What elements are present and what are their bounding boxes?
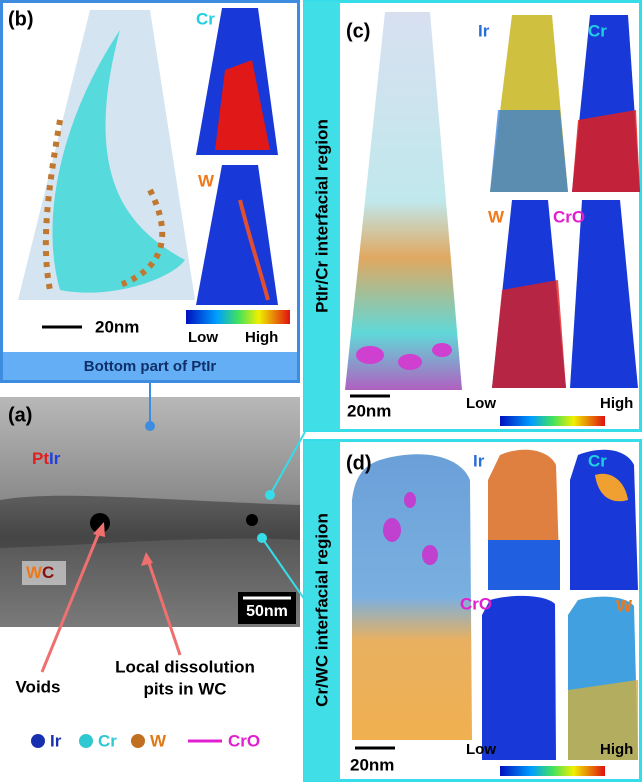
map-cr [570, 450, 638, 590]
map-cro [482, 596, 556, 760]
map-label: Cr [588, 21, 607, 40]
annotation: pits in WC [143, 679, 226, 698]
legend-swatch [131, 734, 145, 748]
map-label: CrO [460, 594, 492, 613]
figure: (b) 20nm Cr W Low High Bottom part of Pt… [0, 0, 642, 782]
phase-label: PtIr [32, 449, 61, 468]
connector-dot [145, 421, 155, 431]
map-hot [572, 110, 640, 192]
connector-dot [265, 490, 275, 500]
colorbar-high: High [245, 329, 278, 346]
map-label: W [198, 171, 215, 190]
colorbar [186, 310, 290, 324]
phase-c: C [42, 563, 54, 582]
phase-ir: Ir [49, 449, 61, 468]
cro-particle [422, 545, 438, 565]
colorbar-low: Low [466, 395, 496, 412]
map-label: Ir [478, 21, 490, 40]
map-label: W [488, 207, 505, 226]
scale-label: 20nm [347, 401, 391, 420]
cro-particle [432, 343, 452, 357]
phase-label: WC [26, 563, 54, 582]
caption: Bottom part of PtIr [84, 358, 217, 375]
map-label: CrO [553, 207, 585, 226]
map-label: Cr [196, 9, 215, 28]
void [246, 514, 258, 526]
legend-label: Cr [98, 731, 117, 750]
panel-label: (b) [8, 8, 34, 30]
cro-particle [383, 518, 401, 542]
side-title: PtIr/Cr interfacial region [312, 119, 331, 313]
scale-label: 20nm [350, 755, 394, 774]
cro-particle [404, 492, 416, 508]
page: (b) 20nm Cr W Low High Bottom part of Pt… [0, 0, 642, 782]
map-label: Ir [473, 451, 485, 470]
cro-particle [398, 354, 422, 370]
colorbar [500, 416, 605, 426]
panel-label: (c) [346, 20, 370, 42]
scale-label: 50nm [246, 603, 288, 620]
colorbar-high: High [600, 395, 633, 412]
scale-label: 20nm [95, 317, 139, 336]
map-label: Cr [588, 451, 607, 470]
annotation: Local dissolution [115, 657, 255, 676]
panel-label: (d) [346, 452, 372, 474]
connector-dot [257, 533, 267, 543]
cro-particle [356, 346, 384, 364]
legend-label: W [150, 731, 167, 750]
phase-pt: Pt [32, 449, 49, 468]
side-title: Cr/WC interfacial region [312, 513, 331, 707]
colorbar [500, 766, 605, 776]
colorbar-low: Low [466, 741, 496, 758]
legend-label: Ir [50, 731, 62, 750]
legend-swatch [79, 734, 93, 748]
colorbar-low: Low [188, 329, 218, 346]
colorbar-high: High [600, 741, 633, 758]
panel-label: (a) [8, 404, 32, 426]
legend-label: CrO [228, 731, 260, 750]
phase-w: W [26, 563, 43, 582]
map-low [490, 110, 568, 192]
annotation: Voids [15, 677, 60, 696]
legend-swatch [31, 734, 45, 748]
map-low [488, 540, 560, 590]
map-label: W [616, 596, 633, 615]
map-hot [492, 280, 566, 388]
